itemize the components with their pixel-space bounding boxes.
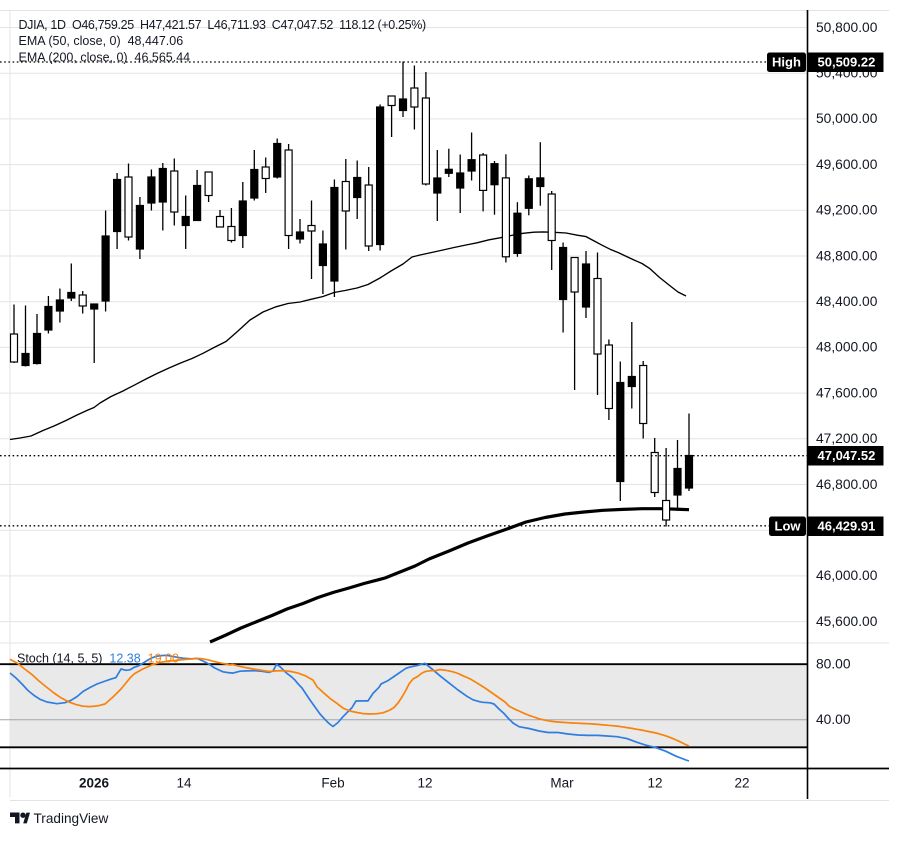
- svg-text:47,047.52: 47,047.52: [818, 448, 876, 463]
- svg-text:49,600.00: 49,600.00: [816, 157, 878, 172]
- svg-text:TradingView: TradingView: [34, 811, 109, 826]
- svg-text:Mar: Mar: [550, 776, 574, 791]
- svg-text:EMA (200, close, 0) 46,565.44: EMA (200, close, 0) 46,565.44: [19, 51, 191, 65]
- svg-text:14: 14: [176, 776, 192, 791]
- svg-text:48,800.00: 48,800.00: [816, 248, 878, 263]
- svg-text:45,600.00: 45,600.00: [816, 614, 878, 629]
- svg-text:EMA (50, close, 0) 48,447.06: EMA (50, close, 0) 48,447.06: [19, 34, 184, 48]
- svg-text:12: 12: [647, 776, 662, 791]
- svg-text:48,000.00: 48,000.00: [816, 340, 878, 355]
- svg-text:50,509.22: 50,509.22: [818, 55, 876, 70]
- svg-text:12: 12: [417, 776, 432, 791]
- svg-text:48,400.00: 48,400.00: [816, 294, 878, 309]
- svg-text:Low: Low: [775, 519, 802, 534]
- svg-text:46,000.00: 46,000.00: [816, 568, 878, 583]
- svg-text:DJIA, 1D O46,759.25 H47,421.: DJIA, 1D O46,759.25 H47,421.57 L46,711.9…: [19, 18, 426, 32]
- svg-text:46,800.00: 46,800.00: [816, 477, 878, 492]
- svg-text:40.00: 40.00: [816, 712, 851, 727]
- svg-text:Feb: Feb: [321, 776, 344, 791]
- svg-text:47,200.00: 47,200.00: [816, 431, 878, 446]
- svg-text:46,429.91: 46,429.91: [818, 519, 876, 534]
- svg-text:49,200.00: 49,200.00: [816, 203, 878, 218]
- svg-text:High: High: [772, 55, 801, 70]
- svg-text:22: 22: [734, 776, 749, 791]
- svg-text:47,600.00: 47,600.00: [816, 385, 878, 400]
- svg-text:2026: 2026: [79, 776, 110, 791]
- svg-text:50,800.00: 50,800.00: [816, 20, 878, 35]
- svg-text:50,000.00: 50,000.00: [816, 111, 878, 126]
- svg-text:80.00: 80.00: [816, 657, 851, 672]
- svg-text:Stoch (14, 5, 5) 12.38 19.00: Stoch (14, 5, 5) 12.38 19.00: [17, 651, 179, 665]
